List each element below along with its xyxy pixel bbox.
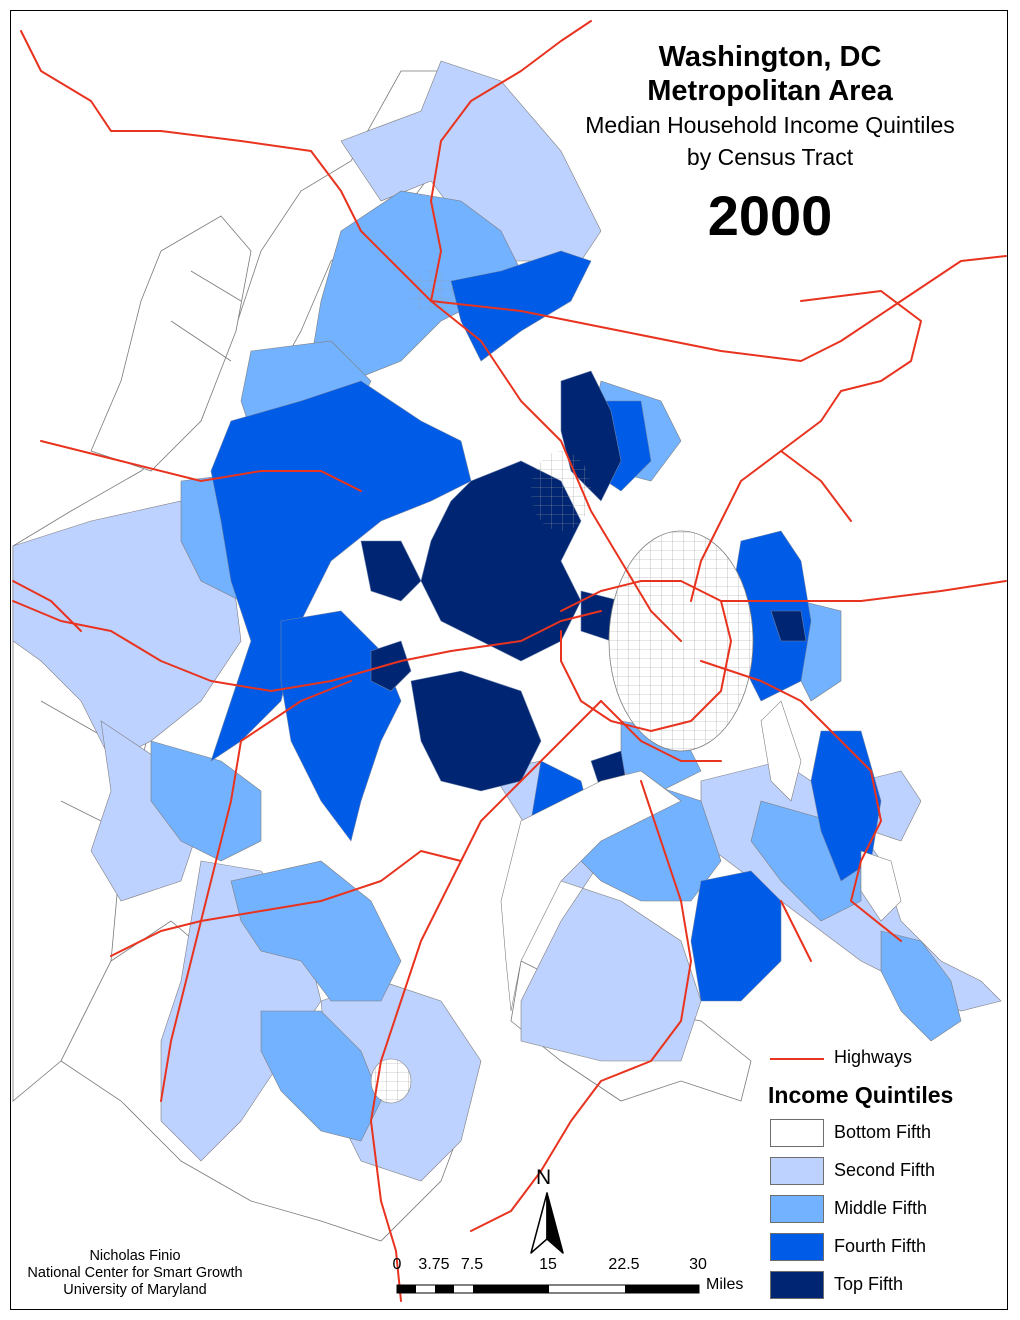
credit-center: National Center for Smart Growth — [27, 1265, 243, 1281]
legend-swatch — [770, 1233, 824, 1261]
subtitle-unit: by Census Tract — [686, 144, 854, 170]
north-label: N — [536, 1166, 552, 1189]
legend-label: Fourth Fifth — [834, 1236, 927, 1256]
legend-swatch — [770, 1119, 824, 1147]
title-year: 2000 — [707, 184, 833, 247]
credit-author: Nicholas Finio — [89, 1248, 181, 1264]
scale-tick-label: 15 — [539, 1256, 557, 1273]
legend-item-fourth-fifth: Fourth Fifth — [768, 1233, 1008, 1271]
legend-highways-label: Highways — [834, 1047, 913, 1067]
legend-highways-row: Highways — [768, 1046, 1008, 1072]
county-northwest — [90, 215, 252, 472]
scale-tick-label: 3.75 — [418, 1256, 450, 1273]
scale-unit-label: Miles — [706, 1276, 744, 1293]
credit-university: University of Maryland — [63, 1282, 207, 1298]
author-credit: Nicholas Finio National Center for Smart… — [10, 1248, 260, 1299]
legend-item-bottom-fifth: Bottom Fifth — [768, 1119, 1008, 1157]
legend-swatch — [770, 1271, 824, 1299]
legend-label: Bottom Fifth — [834, 1122, 932, 1142]
water-bodies — [500, 700, 902, 1012]
north-arrow-icon — [530, 1192, 564, 1254]
map-canvas — [12, 20, 1007, 1302]
legend-item-top-fifth: Top Fifth — [768, 1271, 1008, 1309]
subtitle-measure: Median Household Income Quintiles — [585, 112, 955, 138]
map-title-block: Washington, DC Metropolitan Area Median … — [540, 40, 1000, 248]
scale-tick-label: 7.5 — [460, 1256, 484, 1273]
map-frame — [10, 10, 1008, 1310]
scale-tick-label: 0 — [392, 1256, 402, 1273]
map-legend: Highways Income Quintiles Bottom Fifth S… — [768, 1046, 1008, 1309]
title-area: Metropolitan Area — [647, 75, 893, 107]
highway-line-icon — [770, 1058, 824, 1060]
legend-item-middle-fifth: Middle Fifth — [768, 1195, 1008, 1233]
highways — [12, 20, 1007, 1302]
legend-item-second-fifth: Second Fifth — [768, 1157, 1008, 1195]
scale-bar — [396, 1284, 700, 1294]
legend-swatch — [770, 1195, 824, 1223]
legend-label: Second Fifth — [834, 1160, 936, 1180]
scale-tick-label: 22.5 — [608, 1256, 640, 1273]
legend-label: Middle Fifth — [834, 1198, 928, 1218]
scale-tick-label: 30 — [689, 1256, 707, 1273]
title-city: Washington, DC — [658, 41, 882, 73]
legend-swatch — [770, 1157, 824, 1185]
legend-title: Income Quintiles — [768, 1082, 954, 1108]
legend-label: Top Fifth — [834, 1274, 904, 1294]
